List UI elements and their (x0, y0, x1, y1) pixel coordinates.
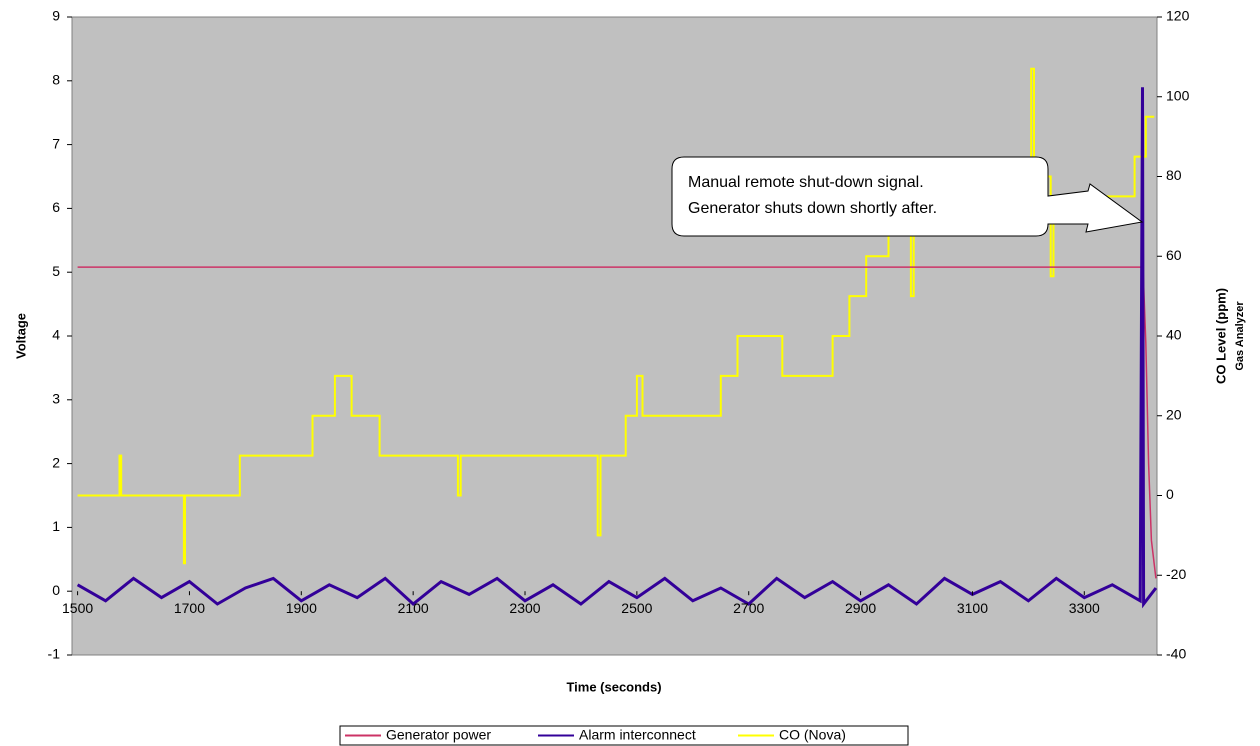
y-tick-label: 6 (52, 199, 60, 215)
y-tick-label: 3 (52, 391, 60, 407)
legend (339, 725, 909, 746)
y2-tick-label: 80 (1166, 167, 1182, 183)
x-tick-label: 1500 (62, 600, 93, 616)
y2-tick-label: -20 (1166, 566, 1186, 582)
y-tick-label: 9 (52, 8, 60, 24)
x-tick-label: 3300 (1069, 600, 1100, 616)
x-tick-label: 2500 (621, 600, 652, 616)
x-tick-label: 1900 (286, 600, 317, 616)
y2-tick-label: -40 (1166, 646, 1186, 662)
y2-tick-label: 120 (1166, 8, 1190, 24)
x-tick-label: 2900 (845, 600, 876, 616)
y2-tick-label: 60 (1166, 247, 1182, 263)
y2-axis-sublabel: Gas Analyzer (1234, 301, 1246, 371)
x-tick-label: 2300 (509, 600, 540, 616)
x-tick-label: 2700 (733, 600, 764, 616)
y-tick-label: 5 (52, 263, 60, 279)
plot-area (71, 16, 1158, 656)
y-tick-label: 7 (52, 135, 60, 151)
y-tick-label: 8 (52, 72, 60, 88)
legend-label: Alarm interconnect (579, 727, 696, 743)
y-tick-label: -1 (48, 646, 61, 662)
y2-tick-label: 40 (1166, 327, 1182, 343)
legend-label: CO (Nova) (779, 727, 846, 743)
y-axis-label: Voltage (13, 313, 28, 359)
y-tick-label: 2 (52, 454, 60, 470)
annotation-line: Generator shuts down shortly after. (688, 200, 937, 217)
legend-label: Generator power (386, 727, 491, 743)
y-tick-label: 4 (52, 327, 60, 343)
y2-tick-label: 0 (1166, 486, 1174, 502)
y-tick-label: 1 (52, 518, 60, 534)
annotation-line: Manual remote shut-down signal. (688, 174, 924, 191)
x-tick-label: 1700 (174, 600, 205, 616)
y-tick-label: 0 (52, 582, 60, 598)
series-line (77, 266, 1157, 579)
y2-axis-label: CO Level (ppm) (1213, 288, 1228, 384)
x-tick-label: 3100 (957, 600, 988, 616)
y2-tick-label: 100 (1166, 87, 1190, 103)
callout (671, 156, 1144, 237)
x-axis-label: Time (seconds) (566, 679, 661, 694)
y2-tick-label: 20 (1166, 406, 1182, 422)
x-tick-label: 2100 (398, 600, 429, 616)
series-line (76, 87, 1158, 609)
